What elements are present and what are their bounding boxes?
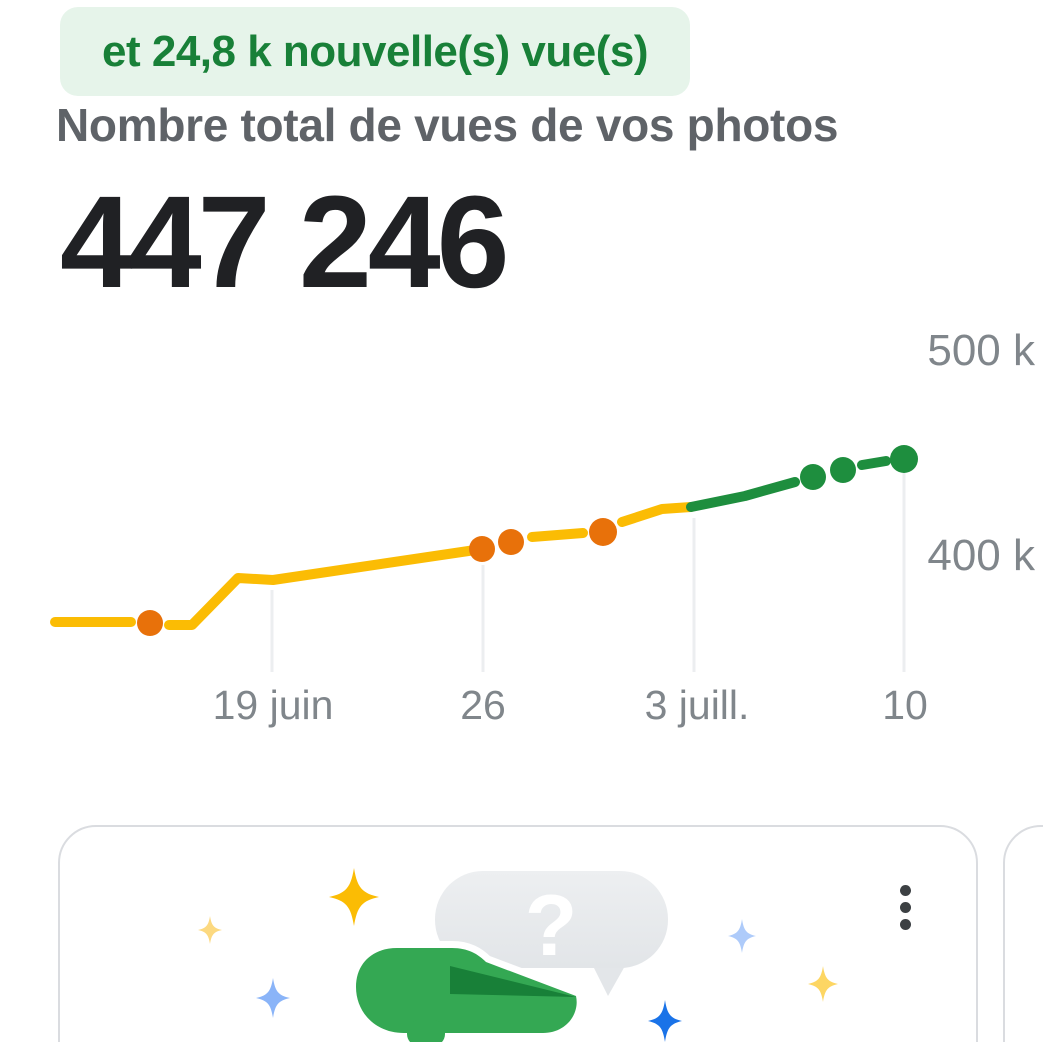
x-axis-tick-19-juin: 19 juin	[212, 682, 334, 728]
sparkle-gold-small	[198, 916, 222, 944]
question-bubble-icon: ?	[435, 871, 668, 996]
sparkles	[198, 868, 838, 1042]
x-axis-tick-26: 26	[460, 682, 506, 728]
x-axis-tick-10: 10	[882, 682, 928, 728]
green-bubble-fold	[450, 966, 576, 997]
sparkle-gold-large	[329, 868, 379, 926]
green-bubble-tail	[407, 1020, 445, 1042]
views-line-chart[interactable]	[0, 320, 1043, 730]
sparkle-blue-bright	[648, 1000, 682, 1042]
new-views-badge: et 24,8 k nouvelle(s) vue(s)	[60, 7, 690, 96]
chart-geometry	[50, 445, 918, 672]
more-options-icon[interactable]	[887, 871, 923, 943]
question-mark: ?	[525, 878, 578, 974]
sparkle-blue-left	[256, 978, 290, 1018]
next-card-partial[interactable]	[1003, 825, 1043, 1042]
x-axis-tick-3-juill: 3 juill.	[644, 682, 750, 728]
total-views-value: 447 246	[60, 168, 510, 315]
question-illustration: ?	[198, 868, 838, 1042]
page-title: Nombre total de vues de vos photos	[56, 99, 839, 151]
y-axis-tick-500k: 500 k	[927, 326, 1035, 375]
new-views-badge-label: et 24,8 k nouvelle(s) vue(s)	[102, 26, 649, 76]
sparkle-blue-small	[728, 919, 756, 953]
y-axis-tick-400k: 400 k	[927, 531, 1035, 580]
sparkle-gold-right	[808, 966, 838, 1002]
green-bubble-icon	[349, 941, 584, 1042]
